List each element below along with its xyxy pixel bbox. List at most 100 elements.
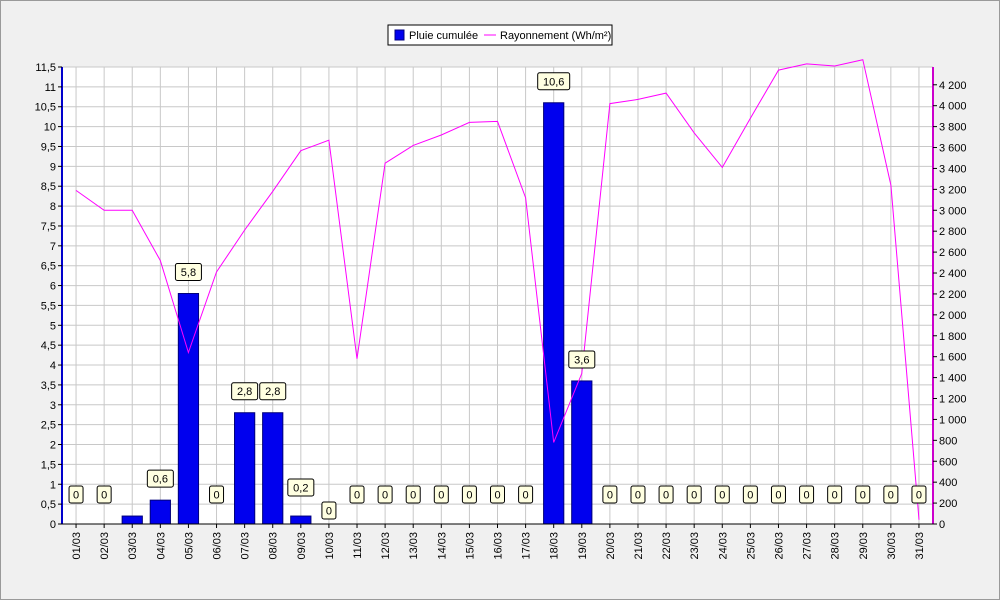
data-label-box (405, 485, 421, 504)
x-tick-label: 01/03 (71, 532, 83, 560)
legend-swatch-rain (394, 29, 405, 41)
right-tick-label: 0 (939, 519, 945, 531)
left-tick-label: 7,5 (41, 221, 56, 233)
right-tick-label: 4 200 (939, 80, 967, 92)
data-label: 0 (770, 485, 786, 504)
x-tick-label: 20/03 (605, 532, 617, 560)
left-tick-label: 2,5 (41, 420, 56, 432)
data-label-box (658, 485, 674, 504)
data-label-box (287, 478, 315, 497)
rain-bar (121, 515, 143, 525)
legend-box (387, 24, 613, 46)
right-tick-label: 3 800 (939, 122, 967, 134)
data-label-text: 0 (663, 490, 669, 502)
data-label-text: 5,8 (181, 267, 196, 279)
data-label-text: 0 (832, 490, 838, 502)
legend-label-rain: Pluie cumulée (409, 30, 478, 42)
right-tick-label: 3 000 (939, 205, 967, 217)
data-label-text: 0 (691, 490, 697, 502)
data-label-box (321, 501, 337, 520)
x-tick-label: 12/03 (380, 532, 392, 560)
data-label-box (742, 485, 758, 504)
data-label-text: 2,8 (237, 386, 252, 398)
data-label: 0 (68, 485, 84, 504)
rain-bar (543, 102, 565, 525)
data-label-box (349, 485, 365, 504)
rain-bar (262, 412, 284, 525)
x-axis-ticks: 01/03 02/03 03/03 04/03 05/03 06/03 07/03 08/03… (71, 524, 926, 560)
data-label-box (568, 350, 596, 369)
data-label-text: 0,6 (153, 474, 168, 486)
x-tick-label: 19/03 (577, 532, 589, 560)
right-tick-label: 2 200 (939, 289, 967, 301)
data-label-box (146, 469, 174, 488)
data-label: 0 (209, 485, 225, 504)
left-tick-label: 0 (50, 519, 56, 531)
left-tick-label: 8 (50, 201, 56, 213)
data-label-text: 0 (747, 490, 753, 502)
data-label: 3,6 (568, 350, 596, 369)
left-tick-label: 8,5 (41, 181, 56, 193)
data-label: 0 (349, 485, 365, 504)
data-label-box (686, 485, 702, 504)
data-label-text: 0 (466, 490, 472, 502)
x-tick-label: 28/03 (830, 532, 842, 560)
x-tick-label: 02/03 (99, 532, 111, 560)
x-tick-label: 22/03 (661, 532, 673, 560)
data-label-box (518, 485, 534, 504)
x-tick-label: 07/03 (240, 532, 252, 560)
left-tick-label: 11,5 (35, 62, 56, 74)
rain-bar (571, 380, 593, 525)
radiation-line (75, 59, 920, 520)
left-tick-label: 5,5 (41, 300, 56, 312)
right-tick-label: 2 800 (939, 226, 967, 238)
x-tick-label: 25/03 (745, 532, 757, 560)
data-label-text: 0 (523, 490, 529, 502)
right-tick-label: 1 600 (939, 352, 967, 364)
data-label-box (490, 485, 505, 504)
left-tick-label: 2 (50, 440, 56, 452)
data-label: 0 (686, 485, 702, 504)
x-tick-label: 09/03 (296, 532, 308, 560)
right-tick-label: 4 000 (939, 101, 967, 113)
data-label-text: 0 (635, 490, 641, 502)
data-label-text: 3,6 (574, 354, 589, 366)
data-label-text: 0 (494, 490, 500, 502)
right-tick-label: 2 400 (939, 268, 967, 280)
left-tick-label: 3,5 (41, 380, 56, 392)
x-tick-label: 15/03 (464, 532, 476, 560)
right-tick-label: 800 (939, 435, 957, 447)
data-label: 0 (658, 485, 674, 504)
data-label-text: 0 (775, 490, 781, 502)
data-label-box (231, 382, 259, 401)
data-label-box (827, 485, 843, 504)
data-label-text: 0 (438, 490, 444, 502)
left-tick-label: 0,5 (41, 499, 56, 511)
data-label-text: 0 (73, 490, 79, 502)
data-label: 0 (827, 485, 843, 504)
data-label-box (259, 382, 287, 401)
left-tick-label: 7 (50, 241, 56, 253)
x-tick-label: 17/03 (521, 532, 533, 560)
data-label-box (630, 485, 646, 504)
data-label-box (461, 485, 477, 504)
x-tick-label: 24/03 (717, 532, 729, 560)
rain-bar (149, 499, 171, 525)
right-tick-label: 3 200 (939, 184, 967, 196)
right-tick-label: 2 000 (939, 310, 967, 322)
right-tick-label: 600 (939, 456, 957, 468)
data-label-box (377, 485, 393, 504)
x-tick-label: 16/03 (493, 532, 505, 560)
x-tick-label: 06/03 (212, 532, 224, 560)
x-tick-label: 10/03 (324, 532, 336, 560)
data-label: 0 (602, 485, 618, 504)
left-tick-label: 4 (50, 360, 56, 372)
data-label-text: 10,6 (543, 76, 564, 88)
data-label-text: 0 (888, 490, 894, 502)
data-label-text: 0 (860, 490, 866, 502)
x-tick-label: 29/03 (858, 532, 870, 560)
data-label: 0 (742, 485, 758, 504)
data-label: 0,2 (287, 478, 315, 497)
data-label-box (174, 263, 202, 282)
x-tick-label: 04/03 (155, 532, 167, 560)
